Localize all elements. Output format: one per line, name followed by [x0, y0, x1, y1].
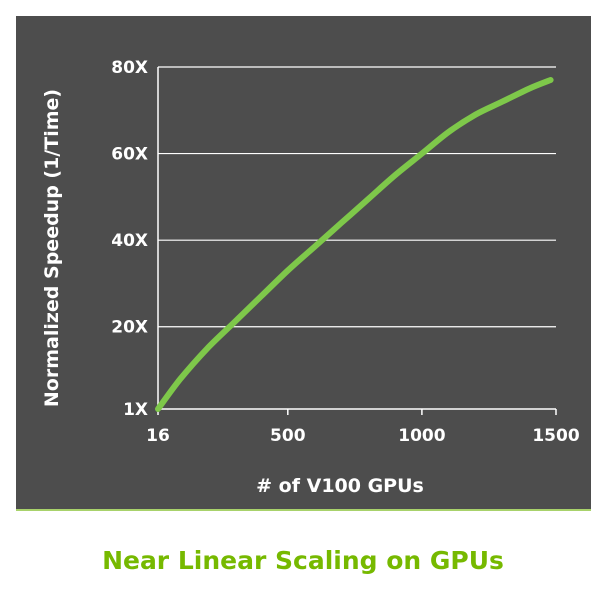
y-tick-label: 20X — [111, 318, 148, 338]
y-tick-label: 80X — [111, 58, 148, 78]
x-tick-label: 500 — [270, 426, 306, 446]
x-tick-label: 1500 — [532, 426, 579, 446]
chart-caption: Near Linear Scaling on GPUs — [102, 546, 504, 575]
series-line — [155, 77, 554, 412]
speedup-line-chart: 1X 20X 40X 60X 80X 16 500 1000 1500 Normalized … — [41, 58, 580, 497]
y-axis-title: Normalized Speedup (1/Time) — [41, 89, 63, 407]
y-tick-label: 1X — [123, 400, 148, 420]
chart-panel: 1X 20X 40X 60X 80X 16 500 1000 1500 Normalized … — [16, 16, 591, 509]
gridlines — [158, 66, 556, 328]
y-tick-labels: 1X 20X 40X 60X 80X — [111, 58, 148, 420]
y-tick-label: 40X — [111, 231, 148, 251]
x-axis-title: # of V100 GPUs — [256, 475, 424, 497]
axes — [157, 67, 557, 415]
y-tick-label: 60X — [111, 145, 148, 165]
x-tick-label: 16 — [146, 426, 170, 446]
x-tick-label: 1000 — [398, 426, 445, 446]
x-tick-labels: 16 500 1000 1500 — [146, 426, 580, 446]
panel-underline — [16, 509, 591, 511]
series-layer — [155, 77, 554, 412]
